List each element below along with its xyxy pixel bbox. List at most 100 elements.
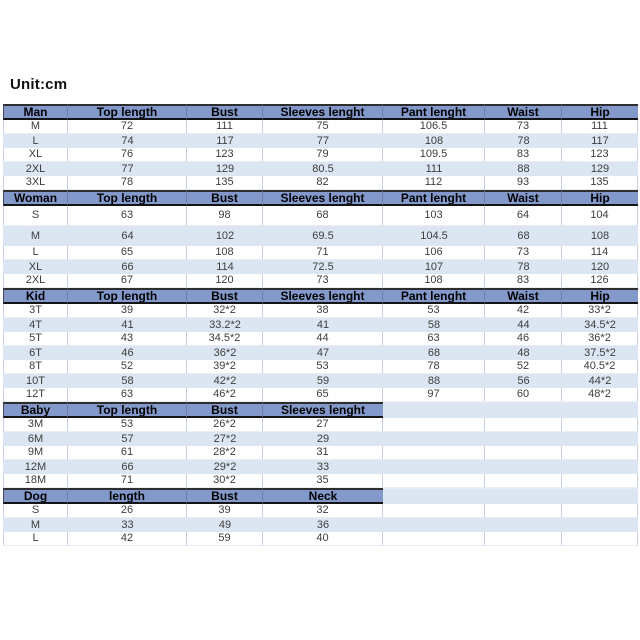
size-table: Man Top length Bust Sleeves lenght Pant leng… bbox=[3, 104, 638, 546]
column-header: Pant lenght bbox=[383, 190, 485, 206]
table-cell: 36*2 bbox=[562, 332, 638, 346]
table-cell: 120 bbox=[187, 274, 263, 288]
table-cell bbox=[383, 418, 485, 432]
table-cell: 72 bbox=[68, 120, 187, 134]
table-cell: 106.5 bbox=[383, 120, 485, 134]
column-header: Bust bbox=[187, 402, 263, 418]
column-header: length bbox=[68, 488, 187, 504]
table-cell: 63 bbox=[383, 332, 485, 346]
column-header: Top length bbox=[68, 402, 187, 418]
table-cell: 123 bbox=[187, 148, 263, 162]
table-cell bbox=[562, 504, 638, 518]
column-header: Hip bbox=[562, 190, 638, 206]
table-cell: 42 bbox=[485, 304, 562, 318]
table-cell bbox=[485, 460, 562, 474]
table-cell: 49 bbox=[187, 518, 263, 532]
table-cell: 67 bbox=[68, 274, 187, 288]
table-cell bbox=[485, 418, 562, 432]
size-label: 6M bbox=[3, 432, 68, 446]
table-cell: 35 bbox=[263, 474, 383, 488]
table-cell: 38 bbox=[263, 304, 383, 318]
table-cell: 48*2 bbox=[562, 388, 638, 402]
table-cell: 68 bbox=[263, 206, 383, 226]
header-filler-cell bbox=[383, 402, 485, 418]
table-cell: 111 bbox=[187, 120, 263, 134]
table-cell: 135 bbox=[562, 176, 638, 190]
size-label: 3XL bbox=[3, 176, 68, 190]
column-header: Waist bbox=[485, 288, 562, 304]
table-cell: 74 bbox=[68, 134, 187, 148]
column-header: Pant lenght bbox=[383, 288, 485, 304]
table-cell: 78 bbox=[383, 360, 485, 374]
table-cell: 64 bbox=[485, 206, 562, 226]
table-cell: 120 bbox=[562, 260, 638, 274]
table-cell: 73 bbox=[263, 274, 383, 288]
table-cell: 41 bbox=[263, 318, 383, 332]
table-cell: 75 bbox=[263, 120, 383, 134]
table-cell: 59 bbox=[263, 374, 383, 388]
section-header-man: Man bbox=[3, 104, 68, 120]
table-cell: 59 bbox=[187, 532, 263, 546]
size-label: 2XL bbox=[3, 162, 68, 176]
size-label: 2XL bbox=[3, 274, 68, 288]
table-cell: 93 bbox=[485, 176, 562, 190]
table-cell: 88 bbox=[383, 374, 485, 388]
table-cell: 72.5 bbox=[263, 260, 383, 274]
table-cell: 27 bbox=[263, 418, 383, 432]
table-cell: 71 bbox=[68, 474, 187, 488]
table-cell: 27*2 bbox=[187, 432, 263, 446]
section-header-dog: Dog bbox=[3, 488, 68, 504]
table-cell: 112 bbox=[383, 176, 485, 190]
table-cell: 53 bbox=[383, 304, 485, 318]
table-cell bbox=[383, 474, 485, 488]
table-cell: 104.5 bbox=[383, 226, 485, 246]
column-header: Bust bbox=[187, 288, 263, 304]
table-cell: 56 bbox=[485, 374, 562, 388]
table-cell: 33 bbox=[263, 460, 383, 474]
table-cell: 129 bbox=[187, 162, 263, 176]
table-cell: 33*2 bbox=[562, 304, 638, 318]
table-cell: 66 bbox=[68, 260, 187, 274]
column-header: Top length bbox=[68, 104, 187, 120]
header-filler-cell bbox=[383, 488, 485, 504]
table-cell: 111 bbox=[383, 162, 485, 176]
table-cell: 32*2 bbox=[187, 304, 263, 318]
table-cell bbox=[562, 474, 638, 488]
table-cell: 26*2 bbox=[187, 418, 263, 432]
table-cell: 98 bbox=[187, 206, 263, 226]
table-cell: 82 bbox=[263, 176, 383, 190]
table-cell: 47 bbox=[263, 346, 383, 360]
table-cell: 63 bbox=[68, 206, 187, 226]
table-cell: 44*2 bbox=[562, 374, 638, 388]
size-label: 18M bbox=[3, 474, 68, 488]
table-cell: 69.5 bbox=[263, 226, 383, 246]
table-cell bbox=[562, 532, 638, 546]
table-cell: 58 bbox=[68, 374, 187, 388]
size-label: M bbox=[3, 226, 68, 246]
table-cell: 68 bbox=[485, 226, 562, 246]
column-header: Bust bbox=[187, 104, 263, 120]
size-label: M bbox=[3, 518, 68, 532]
table-cell: 65 bbox=[68, 246, 187, 260]
table-cell bbox=[383, 504, 485, 518]
column-header: Waist bbox=[485, 190, 562, 206]
table-cell: 117 bbox=[562, 134, 638, 148]
table-cell: 53 bbox=[68, 418, 187, 432]
table-cell: 83 bbox=[485, 274, 562, 288]
table-cell: 33 bbox=[68, 518, 187, 532]
table-cell bbox=[383, 446, 485, 460]
section-header-baby: Baby bbox=[3, 402, 68, 418]
table-cell: 40 bbox=[263, 532, 383, 546]
table-cell bbox=[562, 460, 638, 474]
column-header: Bust bbox=[187, 190, 263, 206]
column-header: Neck bbox=[263, 488, 383, 504]
size-label: M bbox=[3, 120, 68, 134]
table-cell: 83 bbox=[485, 148, 562, 162]
table-cell: 78 bbox=[485, 134, 562, 148]
header-filler-cell bbox=[485, 402, 562, 418]
table-cell: 30*2 bbox=[187, 474, 263, 488]
table-cell: 39 bbox=[187, 504, 263, 518]
table-cell: 36 bbox=[263, 518, 383, 532]
table-cell: 106 bbox=[383, 246, 485, 260]
table-cell: 78 bbox=[68, 176, 187, 190]
